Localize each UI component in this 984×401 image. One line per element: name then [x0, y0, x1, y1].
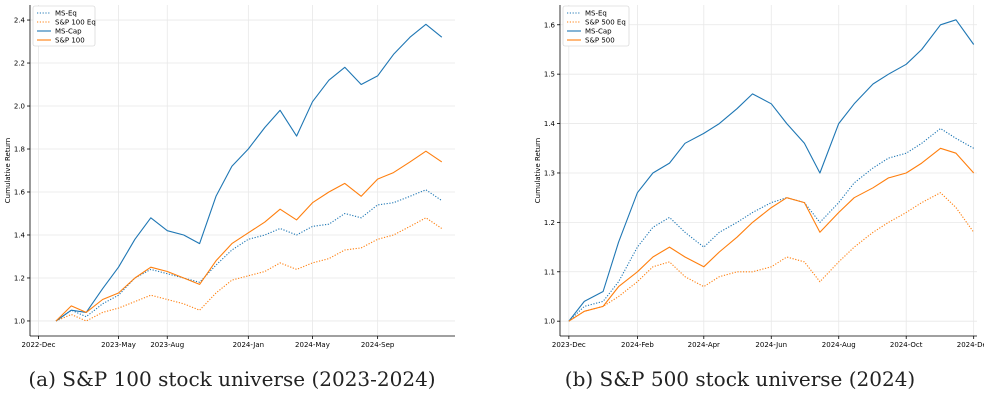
y-axis-label: Cumulative Return — [534, 138, 542, 203]
series-line-ms-eq — [55, 189, 443, 322]
y-tick-label: 2.4 — [14, 17, 26, 25]
figure-caption: (a) S&P 100 stock universe (2023-2024) — [28, 367, 435, 391]
x-tick-label: 2024-Sep — [361, 341, 395, 349]
series-line-s-p-100-eq — [55, 217, 443, 322]
legend-label: MS-Cap — [585, 28, 612, 36]
y-tick-label: 1.2 — [14, 274, 25, 282]
legend-label: S&P 500 — [585, 37, 615, 45]
x-tick-label: 2024-Jun — [755, 341, 787, 349]
x-tick-label: 2024-May — [295, 341, 330, 349]
x-tick-label: 2023-Dec — [552, 341, 586, 349]
series-line-ms-cap — [55, 23, 443, 322]
chart-panel-b: 1.0 1.1 1.2 1.3 1.4 1.5 1.6 2023-Dec 2024-Feb 202… — [534, 5, 984, 391]
chart-panel-a: 1.0 1.2 1.4 1.6 1.8 2.0 2.2 2.4 2022-Dec 2023-May… — [4, 5, 455, 391]
y-tick-label: 1.6 — [14, 188, 26, 196]
series-line-s-p-500-eq — [568, 192, 975, 322]
y-tick-label: 1.8 — [14, 146, 25, 154]
legend-label: S&P 100 — [55, 37, 85, 45]
series-line-ms-cap — [568, 19, 975, 322]
y-tick-label: 1.1 — [544, 268, 555, 276]
x-tick-label: 2024-Oct — [890, 341, 923, 349]
x-tick-label: 2022-Dec — [22, 341, 56, 349]
x-tick-label: 2023-Aug — [150, 341, 184, 349]
y-tick-label: 2.2 — [14, 60, 25, 68]
figure-caption: (b) S&P 500 stock universe (2024) — [565, 367, 915, 391]
x-tick-label: 2024-Jan — [233, 341, 265, 349]
y-tick-label: 1.4 — [14, 231, 26, 239]
y-tick-label: 1.0 — [544, 318, 555, 326]
legend-label: MS-Eq — [55, 10, 77, 18]
x-tick-label: 2024-Aug — [822, 341, 856, 349]
legend-label: MS-Cap — [55, 28, 82, 36]
y-tick-label: 1.5 — [544, 71, 555, 79]
y-tick-label: 1.0 — [14, 317, 25, 325]
y-tick-label: 1.3 — [544, 169, 555, 177]
y-tick-label: 1.2 — [544, 219, 555, 227]
series-line-s-p-500 — [568, 147, 975, 322]
x-tick-label: 2023-May — [101, 341, 136, 349]
series-line-s-p-100 — [55, 150, 443, 322]
legend-label: S&P 500 Eq — [585, 19, 626, 27]
y-tick-label: 2.0 — [14, 103, 25, 111]
x-tick-label: 2024-Feb — [621, 341, 654, 349]
legend-box — [562, 5, 630, 47]
legend-label: MS-Eq — [585, 10, 607, 18]
y-tick-label: 1.6 — [544, 21, 556, 29]
y-axis-label: Cumulative Return — [4, 138, 12, 203]
legend-label: S&P 100 Eq — [55, 19, 96, 27]
x-tick-label: 2024-Apr — [688, 341, 720, 349]
y-tick-label: 1.4 — [544, 120, 556, 128]
x-tick-label: 2024-Dec — [957, 341, 984, 349]
legend-box — [32, 5, 96, 47]
